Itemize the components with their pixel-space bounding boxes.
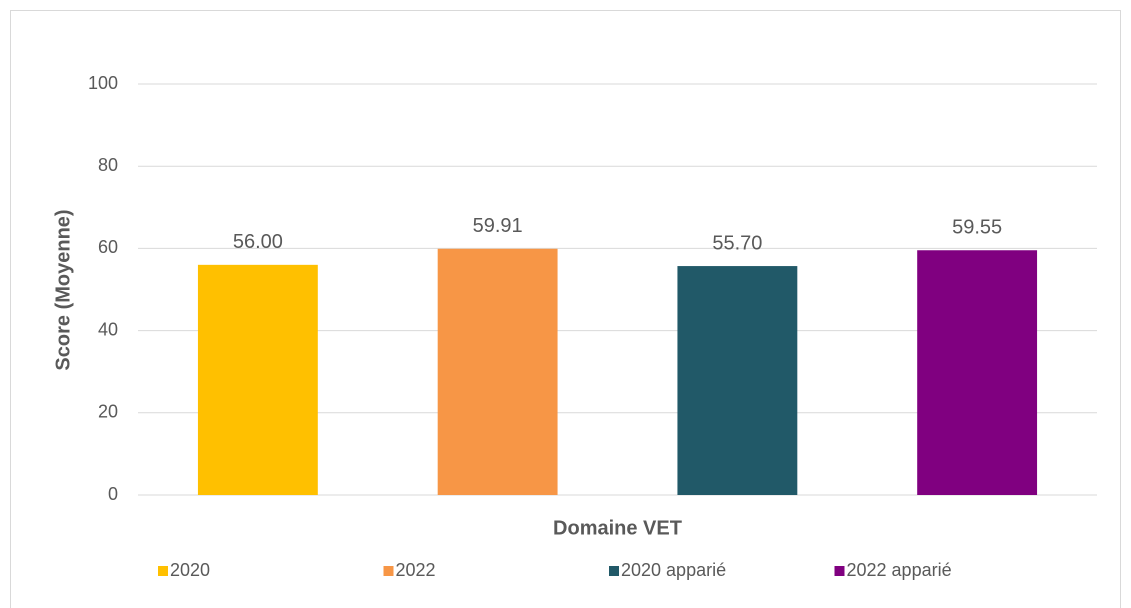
legend-label: 2020 apparié	[621, 560, 726, 580]
legend-swatch	[158, 566, 168, 576]
legend-swatch	[834, 566, 845, 576]
y-tick-label: 20	[98, 402, 118, 422]
y-tick-label: 80	[98, 155, 118, 175]
bar	[677, 266, 798, 495]
legend-label: 2020	[170, 560, 210, 580]
y-axis-title: Score (Moyenne)	[52, 209, 74, 370]
x-tick-label: Domaine VET	[553, 517, 682, 539]
y-tick-label: 0	[108, 484, 118, 504]
legend-label: 2022	[396, 560, 436, 580]
data-label: 55.70	[712, 232, 762, 254]
legend-swatch	[383, 566, 394, 576]
y-tick-label: 100	[88, 73, 118, 93]
bar	[197, 264, 318, 495]
data-label: 59.91	[473, 215, 523, 237]
y-tick-label: 60	[98, 237, 118, 257]
legend-swatch	[609, 566, 619, 576]
y-tick-label: 40	[98, 319, 118, 339]
data-label: 59.55	[952, 217, 1002, 239]
data-label: 56.00	[233, 231, 283, 253]
legend-label: 2022 apparié	[847, 560, 952, 580]
bar	[437, 248, 558, 495]
bar	[917, 250, 1038, 495]
